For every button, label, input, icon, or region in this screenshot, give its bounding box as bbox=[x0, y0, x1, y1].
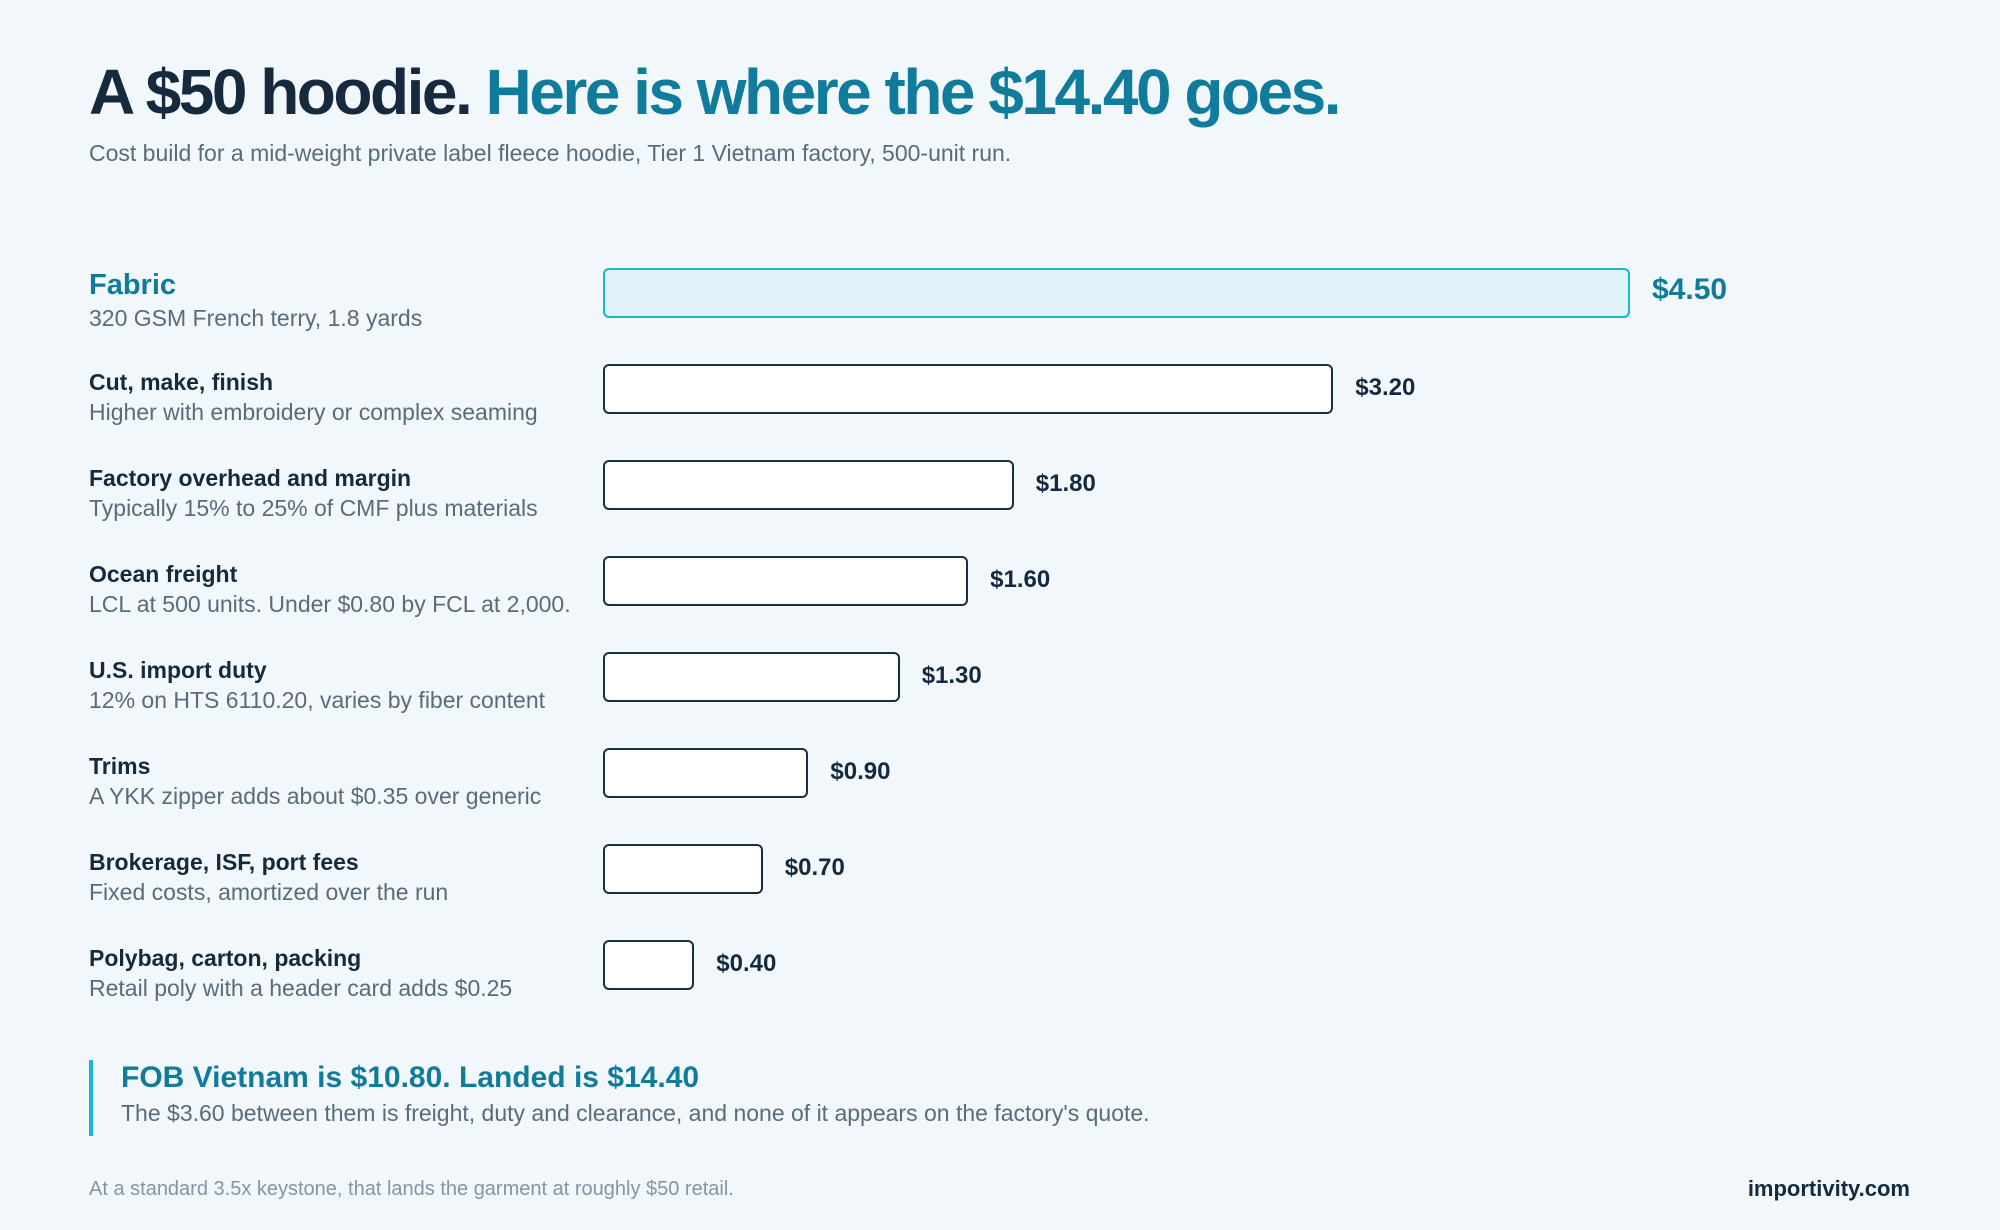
bar bbox=[603, 460, 1014, 510]
category-label: Cut, make, finish bbox=[89, 369, 274, 395]
callout-text: The $3.60 between them is freight, duty … bbox=[121, 1100, 1150, 1126]
row-label: U.S. import duty 12% on HTS 6110.20, vari… bbox=[89, 655, 545, 715]
category-description: Retail poly with a header card adds $0.2… bbox=[89, 975, 513, 1001]
row-label: Fabric 320 GSM French terry, 1.8 yards bbox=[89, 267, 422, 333]
bar bbox=[603, 940, 695, 990]
value-label: $4.50 bbox=[1652, 273, 1728, 306]
category-label: Fabric bbox=[89, 269, 177, 301]
page-title: A $50 hoodie. Here is where the $14.40 g… bbox=[89, 52, 1342, 132]
row-label: Ocean freight LCL at 500 units. Under $0.… bbox=[89, 559, 571, 619]
category-description: Typically 15% to 25% of CMF plus materia… bbox=[89, 495, 538, 521]
row-label: Factory overhead and margin Typically 15%… bbox=[89, 463, 538, 523]
row-label: Polybag, carton, packing Retail poly with… bbox=[89, 943, 512, 1003]
category-description: Higher with embroidery or complex seamin… bbox=[89, 399, 538, 425]
row-label: Brokerage, ISF, port fees Fixed costs, am… bbox=[89, 847, 448, 907]
row-label: Trims A YKK zipper adds about $0.35 over … bbox=[89, 751, 541, 811]
bar bbox=[603, 364, 1334, 414]
category-label: Ocean freight bbox=[89, 561, 238, 587]
value-label: $1.80 bbox=[1035, 470, 1096, 497]
brand-link[interactable]: importivity.com bbox=[1747, 1176, 1910, 1201]
bar bbox=[603, 844, 763, 894]
category-label: Factory overhead and margin bbox=[89, 465, 412, 491]
value-label: $1.30 bbox=[921, 662, 982, 689]
footnote: At a standard 3.5x keystone, that lands … bbox=[89, 1178, 734, 1200]
category-label: Polybag, carton, packing bbox=[89, 945, 362, 971]
value-label: $0.40 bbox=[716, 950, 777, 977]
page-subtitle: Cost build for a mid-weight private labe… bbox=[89, 140, 1012, 166]
category-description: A YKK zipper adds about $0.35 over gener… bbox=[89, 783, 542, 809]
category-label: Trims bbox=[89, 753, 151, 779]
title-highlight: Here is where the $14.40 goes. bbox=[485, 56, 1342, 128]
value-label: $1.60 bbox=[990, 566, 1051, 593]
bar bbox=[603, 652, 900, 702]
category-description: 320 GSM French terry, 1.8 yards bbox=[89, 305, 423, 331]
callout-title: FOB Vietnam is $10.80. Landed is $14.40 bbox=[121, 1061, 700, 1094]
category-description: LCL at 500 units. Under $0.80 by FCL at … bbox=[89, 591, 571, 617]
row-label: Cut, make, finish Higher with embroidery … bbox=[89, 367, 538, 427]
bar bbox=[603, 268, 1630, 318]
value-label: $3.20 bbox=[1355, 374, 1416, 401]
category-description: 12% on HTS 6110.20, varies by fiber cont… bbox=[89, 687, 546, 713]
value-label: $0.70 bbox=[784, 854, 845, 881]
category-label: Brokerage, ISF, port fees bbox=[89, 849, 359, 875]
bar bbox=[603, 556, 969, 606]
title-lead: A $50 hoodie. bbox=[89, 56, 473, 128]
summary-callout: FOB Vietnam is $10.80. Landed is $14.40 … bbox=[89, 1060, 1150, 1136]
category-label: U.S. import duty bbox=[89, 657, 267, 683]
bar bbox=[603, 748, 809, 798]
category-description: Fixed costs, amortized over the run bbox=[89, 879, 449, 905]
value-label: $0.90 bbox=[830, 758, 891, 785]
